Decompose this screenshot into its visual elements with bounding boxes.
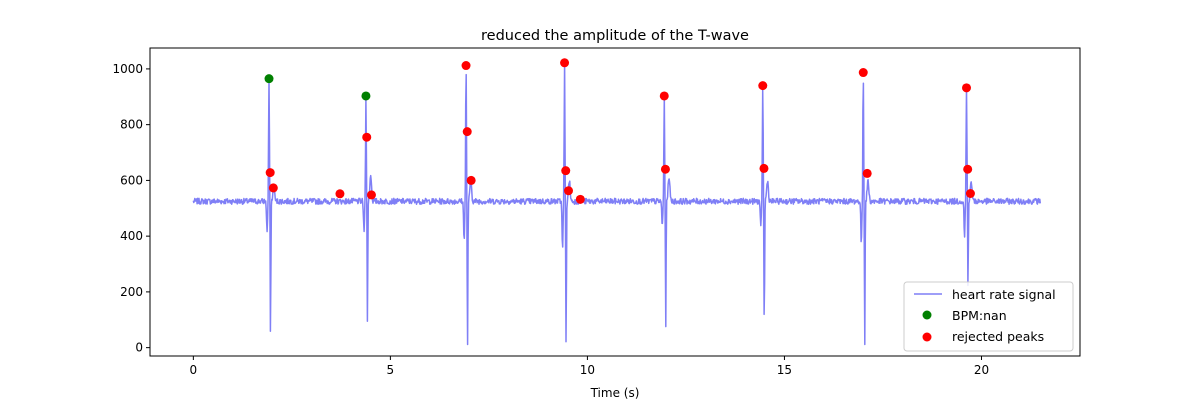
legend-marker-bpm [922, 310, 932, 320]
x-tick-label: 20 [974, 363, 989, 377]
y-tick-label: 600 [120, 173, 143, 187]
legend-label-signal: heart rate signal [952, 287, 1056, 302]
x-tick-label: 5 [387, 363, 395, 377]
x-axis-label: Time (s) [590, 386, 640, 400]
rejected-peak-marker [759, 163, 769, 173]
rejected-peak-marker [659, 91, 669, 101]
rejected-peak-marker [268, 183, 278, 193]
rejected-peak-marker [858, 68, 868, 78]
rejected-peak-marker [965, 188, 975, 198]
y-tick-label: 200 [120, 285, 143, 299]
rejected-peak-marker [564, 186, 573, 196]
x-tick-label: 0 [190, 363, 198, 377]
legend-box [903, 281, 1074, 352]
rejected-peak-marker [462, 127, 472, 137]
bpm-peak-marker [264, 74, 274, 84]
y-tick-label: 0 [135, 341, 143, 355]
rejected-peak-marker [962, 83, 972, 93]
rejected-peak-marker [335, 189, 345, 199]
rejected-peak-marker [466, 175, 476, 185]
rejected-peak-marker [660, 164, 670, 174]
rejected-peak-marker [560, 58, 570, 68]
x-tick-label: 10 [580, 363, 595, 377]
rejected-peak-marker [758, 81, 768, 91]
plot-area-frame [149, 47, 1081, 357]
chart-title: reduced the amplitude of the T-wave [481, 28, 749, 44]
rejected-peak-marker [366, 190, 376, 200]
rejected-peak-marker [963, 164, 973, 174]
rejected-peak-marker [862, 168, 872, 178]
rejected-peak-marker [362, 132, 372, 142]
legend-label-bpm: BPM:nan [952, 308, 1007, 323]
y-tick-label: 400 [120, 229, 143, 243]
rejected-peak-marker [575, 194, 585, 204]
bpm-peak-marker [361, 91, 371, 101]
rejected-peak-marker [561, 166, 571, 176]
x-tick-label: 15 [777, 363, 792, 377]
rejected-peak-marker [461, 61, 471, 71]
legend-label-rejected: rejected peaks [952, 329, 1044, 344]
heart-rate-signal-line [192, 61, 1042, 346]
y-tick-label: 800 [120, 118, 143, 132]
legend: heart rate signal BPM:nan rejected peaks [903, 281, 1074, 352]
y-tick-label: 1000 [112, 62, 143, 76]
legend-marker-rejected [922, 332, 932, 342]
rejected-peak-marker [265, 168, 275, 178]
